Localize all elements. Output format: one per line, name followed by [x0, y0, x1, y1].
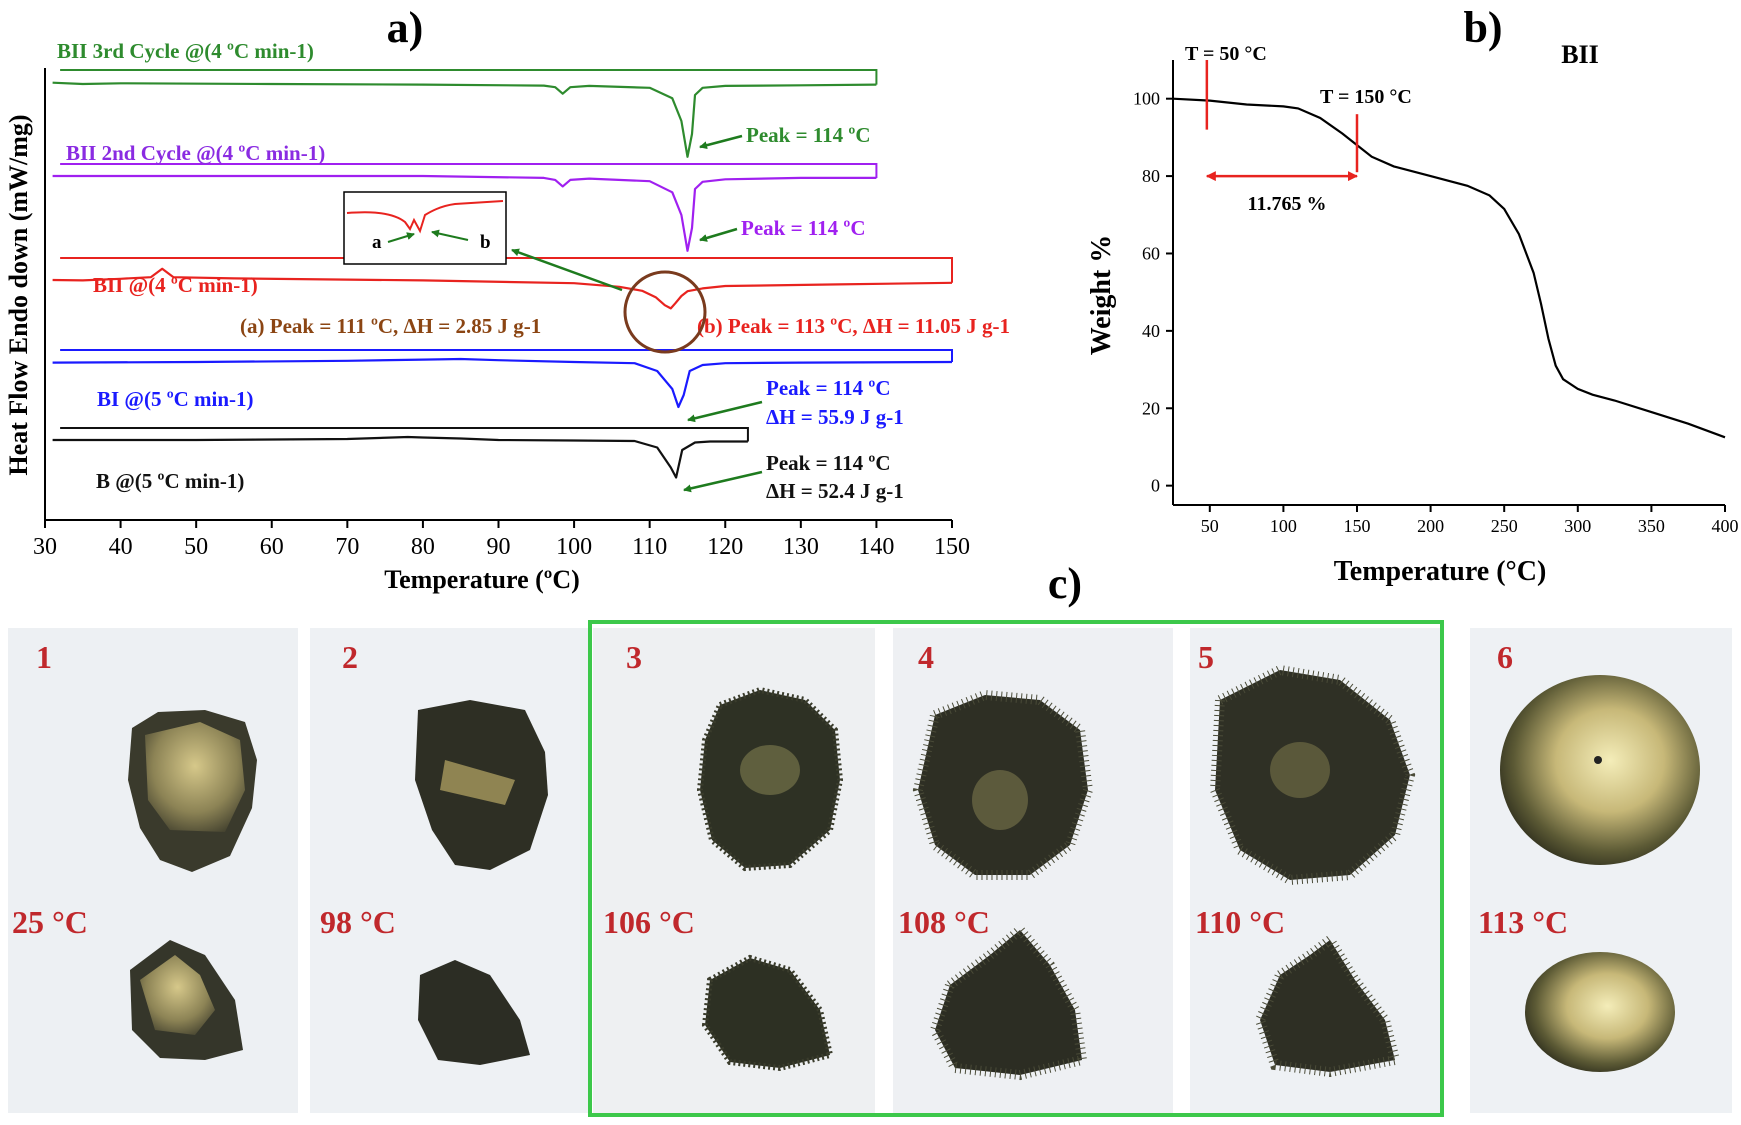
frame-number-3: 3 [626, 639, 642, 675]
tga-x-tick-label: 350 [1638, 516, 1665, 536]
tga-curve [1172, 97, 1726, 439]
legend-bii-2nd-cycle: BII 2nd Cycle @(4 ºC min-1) [66, 141, 325, 165]
frame-temp-3: 106 °C [603, 904, 695, 940]
peak-arrow-b [683, 470, 763, 493]
inset-pointer-arrow [511, 248, 623, 292]
dsc-x-tick-label: 90 [487, 534, 511, 560]
dsc-x-tick-label: 140 [858, 534, 894, 560]
tga-x-tick-label: 50 [1201, 516, 1219, 536]
dsc-x-tick-label: 80 [411, 534, 435, 560]
dsc-x-tick-label: 100 [556, 534, 592, 560]
tga-x-tick-label: 300 [1564, 516, 1591, 536]
dsc-curve-4 [52, 357, 953, 409]
peak-arrow-2nd-cycle [699, 227, 738, 242]
tga-t150-label: T = 150 °C [1320, 86, 1412, 108]
frame-number-6: 6 [1497, 639, 1513, 675]
tga-ticks: 50 100 150 200 250 300 350 400 0 20 40 60 80 100 [1133, 89, 1739, 536]
dsc-x-tick-label: 150 [934, 534, 970, 560]
frame-number-1: 1 [36, 639, 52, 675]
dsc-curve-5 [52, 435, 748, 479]
peak-label-b: Peak = 114 ºC [766, 451, 890, 475]
dsc-x-tick-label: 70 [335, 534, 359, 560]
dsc-x-tick-label: 50 [184, 534, 208, 560]
legend-bii-3rd-cycle: BII 3rd Cycle @(4 ºC min-1) [57, 39, 314, 63]
micrograph-panel: c) [8, 559, 1732, 1117]
dsc-x-tick-label: 130 [783, 534, 819, 560]
frame-number-4: 4 [918, 639, 934, 675]
peak-arrow-3rd-cycle [699, 134, 743, 150]
panel-b-label: b) [1463, 3, 1502, 52]
panel-c-label: c) [1048, 559, 1082, 608]
dsc-x-tick-label: 120 [707, 534, 743, 560]
peak-arrow-bi [687, 400, 763, 423]
tga-x-tick-label: 400 [1712, 516, 1739, 536]
dsc-x-tick-label: 30 [33, 534, 57, 560]
dsc-return-line-1 [60, 69, 878, 85]
tga-x-tick-label: 250 [1491, 516, 1518, 536]
dsc-panel: a) 30 40 50 60 70 80 90 100 110 120 130 140 150 Temp… [4, 3, 1010, 594]
dsc-x-ticks: 30 40 50 60 70 80 90 100 110 120 130 140 150 [33, 520, 970, 560]
tga-y-axis-title: Weight % [1086, 235, 1117, 356]
frame-temp-6: 113 °C [1478, 904, 1568, 940]
dsc-return-line-5 [60, 427, 749, 442]
crystal-2-bottom [418, 960, 530, 1065]
tga-y-tick-label: 40 [1142, 321, 1160, 341]
peak-label-3rd-cycle: Peak = 114 ºC [746, 123, 870, 147]
frame-number-2: 2 [342, 639, 358, 675]
tga-y-tick-label: 60 [1142, 243, 1160, 263]
dsc-x-tick-label: 40 [109, 534, 133, 560]
frame-number-5: 5 [1198, 639, 1214, 675]
inset-label-a: a [372, 232, 382, 253]
frame-temp-1: 25 °C [12, 904, 88, 940]
peak-highlight-circle [623, 270, 707, 354]
peak-label-bi: Peak = 114 ºC [766, 376, 890, 400]
dsc-x-tick-label: 110 [632, 534, 667, 560]
dsc-return-line-2 [60, 163, 878, 178]
dsc-curve-2 [52, 174, 877, 252]
peak-a-label: (a) Peak = 111 ºC, ΔH = 2.85 J g-1 [240, 314, 541, 338]
tga-loss-label: 11.765 % [1248, 193, 1327, 215]
dh-label-bi: ΔH = 55.9 J g-1 [766, 405, 904, 429]
tga-y-tick-label: 0 [1151, 476, 1160, 496]
tga-y-tick-label: 100 [1133, 89, 1160, 109]
crystal-5-bottom [1254, 932, 1402, 1078]
frame-temp-4: 108 °C [898, 904, 990, 940]
peak-label-2nd-cycle: Peak = 114 ºC [741, 216, 865, 240]
tga-x-axis-title: Temperature (°C) [1334, 556, 1547, 587]
tga-y-tick-label: 20 [1142, 398, 1160, 418]
dsc-x-tick-label: 60 [260, 534, 284, 560]
dh-label-b: ΔH = 52.4 J g-1 [766, 479, 904, 503]
inset-label-b: b [480, 232, 491, 253]
frame-temp-2: 98 °C [320, 904, 396, 940]
tga-x-tick-label: 100 [1270, 516, 1297, 536]
crystal-3-bottom [701, 954, 834, 1072]
tga-x-tick-label: 200 [1417, 516, 1444, 536]
legend-bi: BI @(5 ºC min-1) [97, 387, 254, 411]
tga-title: BII [1561, 40, 1599, 69]
peak-b-label: (b) Peak = 113 ºC, ΔH = 11.05 J g-1 [697, 314, 1010, 338]
dsc-return-line-4 [60, 349, 953, 362]
tga-panel: b) BII 50 100 150 200 250 300 350 400 0 20 40 60 80 1… [1086, 3, 1739, 587]
inset-box: a b [343, 191, 507, 265]
droplet-6-top [1500, 675, 1700, 865]
dsc-curve-1 [52, 81, 877, 158]
crystal-4-bottom [929, 923, 1088, 1081]
frame-temp-5: 110 °C [1195, 904, 1285, 940]
dsc-y-axis-title: Heat Flow Endo down (mW/mg) [4, 114, 33, 475]
panel-a-label: a) [387, 3, 424, 52]
micrograph-frames [8, 620, 1732, 1117]
tga-x-tick-label: 150 [1344, 516, 1371, 536]
dsc-x-axis-title: Temperature (ºC) [384, 565, 580, 594]
highlight-box [588, 620, 1444, 1117]
legend-bii: BII @(4 ºC min-1) [93, 273, 258, 297]
tga-t50-label: T = 50 °C [1185, 43, 1267, 65]
legend-b: B @(5 ºC min-1) [96, 469, 244, 493]
droplet-6-bottom [1525, 952, 1675, 1072]
tga-y-tick-label: 80 [1142, 166, 1160, 186]
